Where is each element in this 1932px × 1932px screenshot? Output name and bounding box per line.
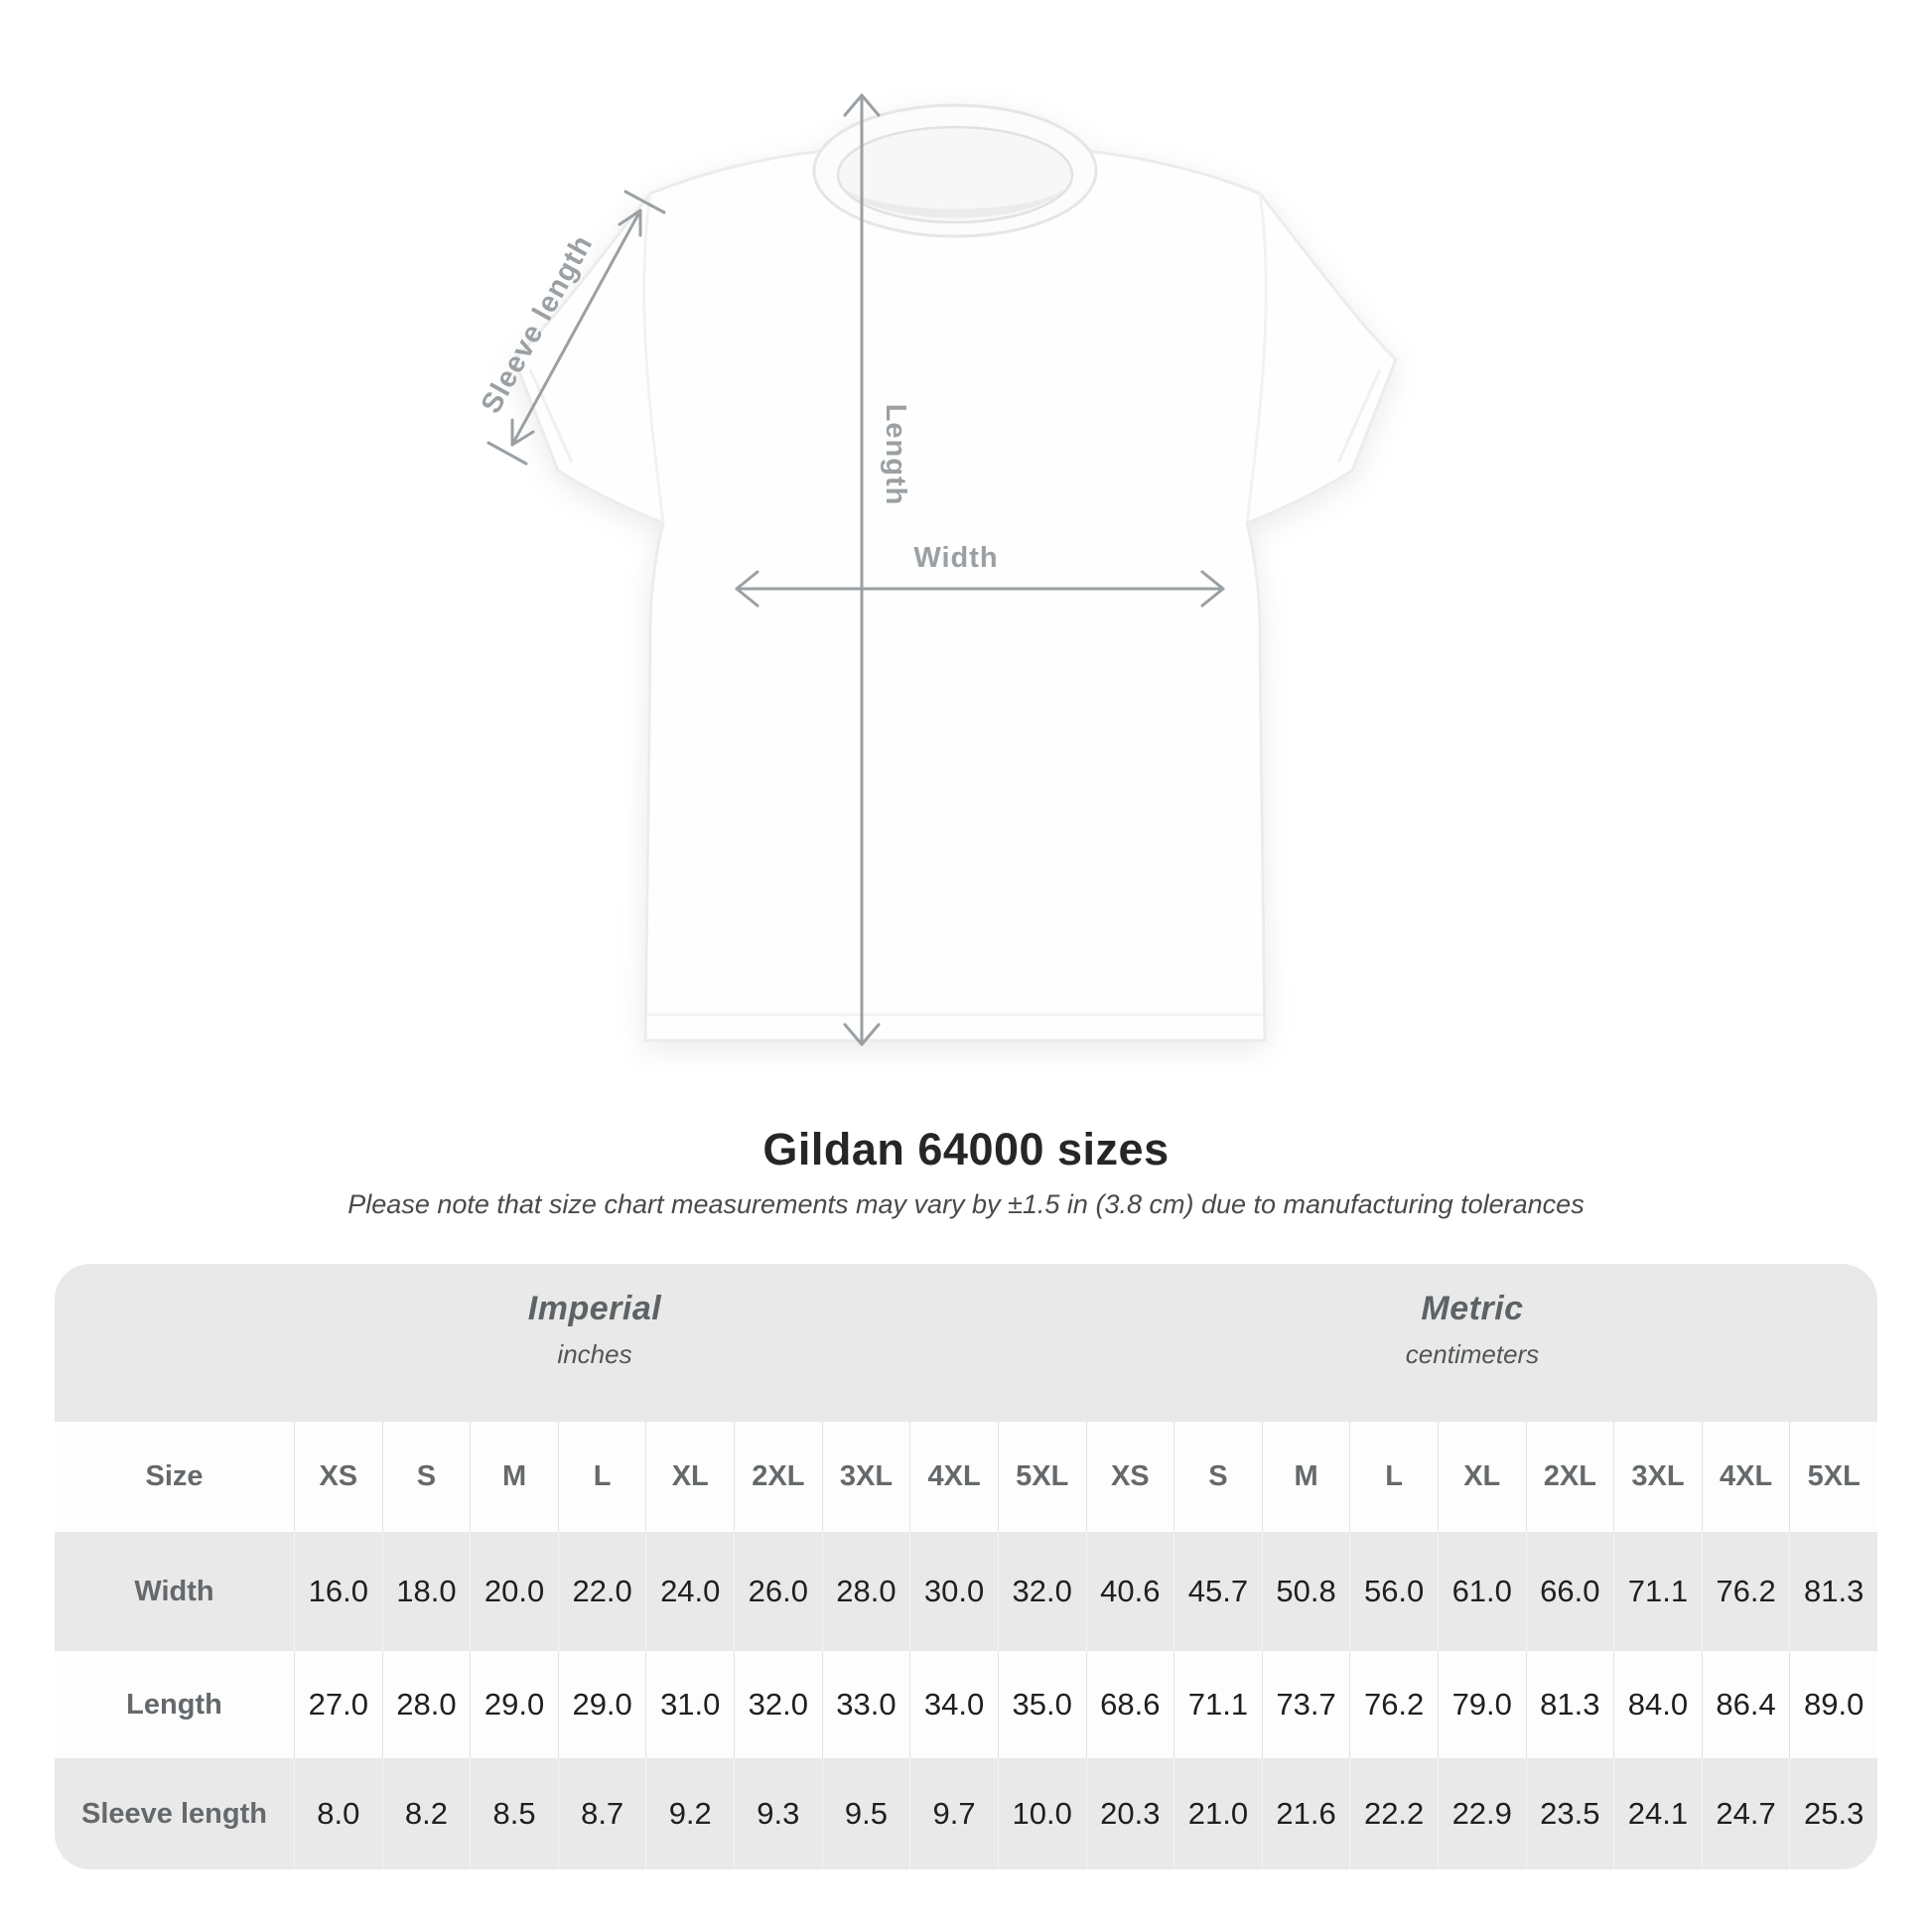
measurement-value-cell: 33.0 bbox=[821, 1651, 910, 1758]
size-header-cell: S bbox=[381, 1422, 471, 1532]
measure-row-label: Length bbox=[55, 1651, 294, 1758]
measurement-value-cell: 24.7 bbox=[1701, 1758, 1790, 1869]
measurement-value-cell: 9.7 bbox=[909, 1758, 998, 1869]
measurement-value-cell: 8.0 bbox=[294, 1758, 382, 1869]
measurement-value-cell: 86.4 bbox=[1701, 1651, 1790, 1758]
size-header-cell: XS bbox=[1085, 1422, 1174, 1532]
measurement-value-cell: 40.6 bbox=[1085, 1532, 1174, 1651]
metric-group-header: Metric centimeters bbox=[1406, 1290, 1539, 1370]
tshirt-measurement-diagram: Sleeve length Length Width bbox=[476, 93, 1398, 1046]
size-header-cell: 4XL bbox=[1701, 1422, 1790, 1532]
measurement-value-cell: 71.1 bbox=[1173, 1651, 1262, 1758]
measurement-value-cell: 30.0 bbox=[909, 1532, 998, 1651]
measurement-value-cell: 27.0 bbox=[294, 1651, 382, 1758]
measurement-value-cell: 35.0 bbox=[997, 1651, 1086, 1758]
measurement-value-cell: 56.0 bbox=[1349, 1532, 1438, 1651]
measurement-value-cell: 10.0 bbox=[997, 1758, 1086, 1869]
page-subtitle: Please note that size chart measurements… bbox=[347, 1189, 1585, 1219]
tshirt-diagram-svg: Sleeve length Length Width bbox=[476, 93, 1398, 1046]
measurement-value-cell: 9.5 bbox=[821, 1758, 910, 1869]
measurement-value-cell: 73.7 bbox=[1261, 1651, 1350, 1758]
measurement-value-cell: 18.0 bbox=[381, 1532, 471, 1651]
measurement-value-cell: 76.2 bbox=[1701, 1532, 1790, 1651]
tshirt-image bbox=[512, 103, 1398, 1042]
measurement-value-cell: 66.0 bbox=[1525, 1532, 1614, 1651]
measurement-value-cell: 20.0 bbox=[470, 1532, 558, 1651]
unit-group-band: Imperial inches Metric centimeters bbox=[55, 1264, 1877, 1422]
measurement-value-cell: 23.5 bbox=[1525, 1758, 1614, 1869]
size-table-grid: Size XS S M L XL 2XL 3XL 4XL 5XL XS S M L XL 2XL 3XL 4XL 5… bbox=[55, 1422, 1877, 1869]
measurement-value-cell: 28.0 bbox=[381, 1651, 471, 1758]
size-header-cell: 4XL bbox=[909, 1422, 998, 1532]
measurement-value-cell: 24.0 bbox=[645, 1532, 734, 1651]
measurement-value-cell: 32.0 bbox=[734, 1651, 822, 1758]
measurement-value-cell: 29.0 bbox=[470, 1651, 558, 1758]
measurement-value-cell: 34.0 bbox=[909, 1651, 998, 1758]
measurement-value-cell: 45.7 bbox=[1173, 1532, 1262, 1651]
length-label: Length bbox=[880, 404, 911, 506]
measurement-value-cell: 24.1 bbox=[1613, 1758, 1702, 1869]
measurement-value-cell: 79.0 bbox=[1437, 1651, 1526, 1758]
measurement-value-cell: 9.3 bbox=[734, 1758, 822, 1869]
measurement-value-cell: 21.6 bbox=[1261, 1758, 1350, 1869]
imperial-group-name: Imperial bbox=[527, 1290, 662, 1327]
imperial-group-unit: inches bbox=[557, 1339, 632, 1369]
width-label: Width bbox=[913, 542, 998, 574]
measurement-value-cell: 68.6 bbox=[1085, 1651, 1174, 1758]
size-header-cell: M bbox=[1261, 1422, 1350, 1532]
measurement-value-cell: 22.2 bbox=[1349, 1758, 1438, 1869]
measurement-value-cell: 71.1 bbox=[1613, 1532, 1702, 1651]
measurement-value-cell: 29.0 bbox=[557, 1651, 646, 1758]
sleeve-length-measure-arrow bbox=[486, 190, 666, 466]
size-header-cell: 3XL bbox=[821, 1422, 910, 1532]
size-column-header: Size bbox=[55, 1422, 294, 1532]
size-header-cell: 2XL bbox=[1525, 1422, 1614, 1532]
measurement-value-cell: 31.0 bbox=[645, 1651, 735, 1758]
size-header-cell: 5XL bbox=[997, 1422, 1086, 1532]
measurement-value-cell: 84.0 bbox=[1613, 1651, 1702, 1758]
size-header-cell: 3XL bbox=[1613, 1422, 1702, 1532]
length-measure-arrow bbox=[843, 93, 881, 1046]
size-table: Imperial inches Metric centimeters Size X… bbox=[55, 1264, 1877, 1869]
size-header-cell: S bbox=[1173, 1422, 1262, 1532]
size-header-cell: 2XL bbox=[734, 1422, 822, 1532]
size-header-cell: M bbox=[470, 1422, 558, 1532]
measurement-value-cell: 50.8 bbox=[1261, 1532, 1350, 1651]
size-header-cell: XS bbox=[294, 1422, 382, 1532]
measurement-value-cell: 76.2 bbox=[1349, 1651, 1438, 1758]
size-header-cell: XL bbox=[645, 1422, 735, 1532]
size-header-cell: XL bbox=[1437, 1422, 1526, 1532]
size-header-cell: L bbox=[1349, 1422, 1438, 1532]
measurement-value-cell: 81.3 bbox=[1789, 1532, 1877, 1651]
measurement-value-cell: 22.0 bbox=[557, 1532, 646, 1651]
measurement-value-cell: 8.5 bbox=[470, 1758, 558, 1869]
measurement-value-cell: 32.0 bbox=[997, 1532, 1086, 1651]
measurement-value-cell: 25.3 bbox=[1789, 1758, 1877, 1869]
measurement-value-cell: 8.7 bbox=[557, 1758, 646, 1869]
measurement-value-cell: 81.3 bbox=[1525, 1651, 1614, 1758]
measurement-value-cell: 22.9 bbox=[1437, 1758, 1526, 1869]
measurement-value-cell: 8.2 bbox=[381, 1758, 471, 1869]
page-title: Gildan 64000 sizes bbox=[762, 1124, 1170, 1174]
measurement-value-cell: 61.0 bbox=[1437, 1532, 1526, 1651]
imperial-group-header: Imperial inches bbox=[528, 1290, 661, 1370]
size-header-cell: 5XL bbox=[1789, 1422, 1877, 1532]
measure-row-label: Sleeve length bbox=[81, 1797, 267, 1830]
measurement-value-cell: 20.3 bbox=[1085, 1758, 1174, 1869]
measurement-value-cell: 89.0 bbox=[1789, 1651, 1877, 1758]
measurement-value-cell: 21.0 bbox=[1173, 1758, 1262, 1869]
metric-group-unit: centimeters bbox=[1405, 1339, 1540, 1369]
metric-group-name: Metric bbox=[1421, 1290, 1524, 1327]
measurement-value-cell: 28.0 bbox=[821, 1532, 910, 1651]
measurement-value-cell: 9.2 bbox=[645, 1758, 734, 1869]
measurement-value-cell: 26.0 bbox=[734, 1532, 822, 1651]
width-measure-arrow bbox=[735, 570, 1225, 608]
size-header-cell: L bbox=[557, 1422, 646, 1532]
measure-row-label: Width bbox=[134, 1575, 214, 1607]
measurement-value-cell: 16.0 bbox=[294, 1532, 382, 1651]
